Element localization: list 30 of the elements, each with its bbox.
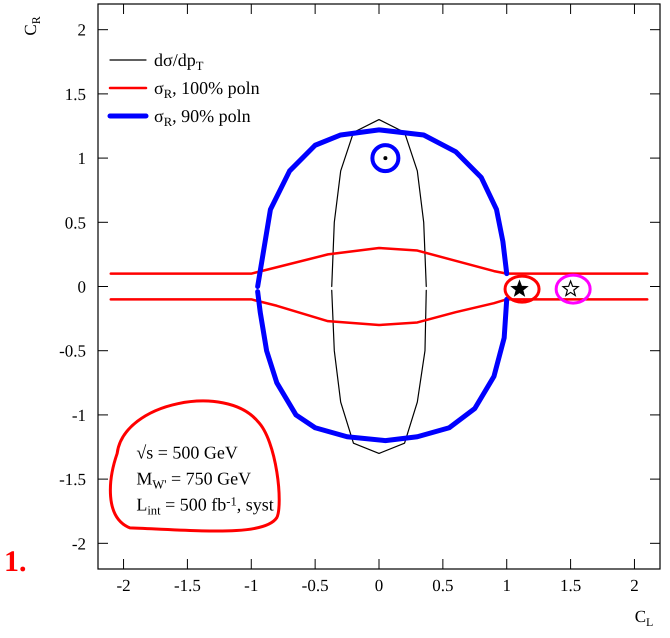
x-tick-label: -1 xyxy=(244,576,258,595)
text: 1. xyxy=(4,545,26,578)
annotation: √s = 500 GeV xyxy=(136,442,238,462)
y-tick-label: -1.5 xyxy=(59,470,86,490)
y-tick-label: 0 xyxy=(78,278,86,296)
x-tick-label: -2 xyxy=(116,576,131,595)
y-tick-label: 0.5 xyxy=(64,213,86,232)
legend-label: dσ/dp$_{T}$ xyxy=(154,50,204,73)
legend-label: σ$_{R}$, 100% poln xyxy=(154,78,260,101)
y-tick-label: -0.5 xyxy=(59,342,86,361)
line-series xyxy=(110,298,648,326)
line-series xyxy=(331,118,427,288)
line-series xyxy=(110,246,648,275)
x-tick-label: 0 xyxy=(374,576,384,595)
y-tick-label: 1 xyxy=(78,149,86,168)
x-tick-label: -1.5 xyxy=(174,576,201,595)
annotation: M$_{W'}$ = 750 GeV xyxy=(136,468,252,492)
y-tick-label: 1.5 xyxy=(64,84,86,104)
x-tick-label: -0.5 xyxy=(302,576,329,595)
legend-label: σ$_{R}$, 90% poln xyxy=(154,106,251,129)
line-series xyxy=(331,290,427,454)
x-tick-label: 2 xyxy=(630,576,639,595)
annotation: L$_{int}$ = 500 fb$^{-1}$, syst xyxy=(136,494,274,518)
x-axis-title: C$_{L}$ xyxy=(634,607,654,629)
x-tick-label: 1 xyxy=(502,576,511,595)
y-tick-label: -2 xyxy=(72,534,86,554)
y-tick-label: -1 xyxy=(72,406,86,425)
y-tick-label: 2 xyxy=(78,20,86,40)
x-tick-label: 1.5 xyxy=(560,576,582,595)
x-tick-label: 0.5 xyxy=(432,576,454,595)
